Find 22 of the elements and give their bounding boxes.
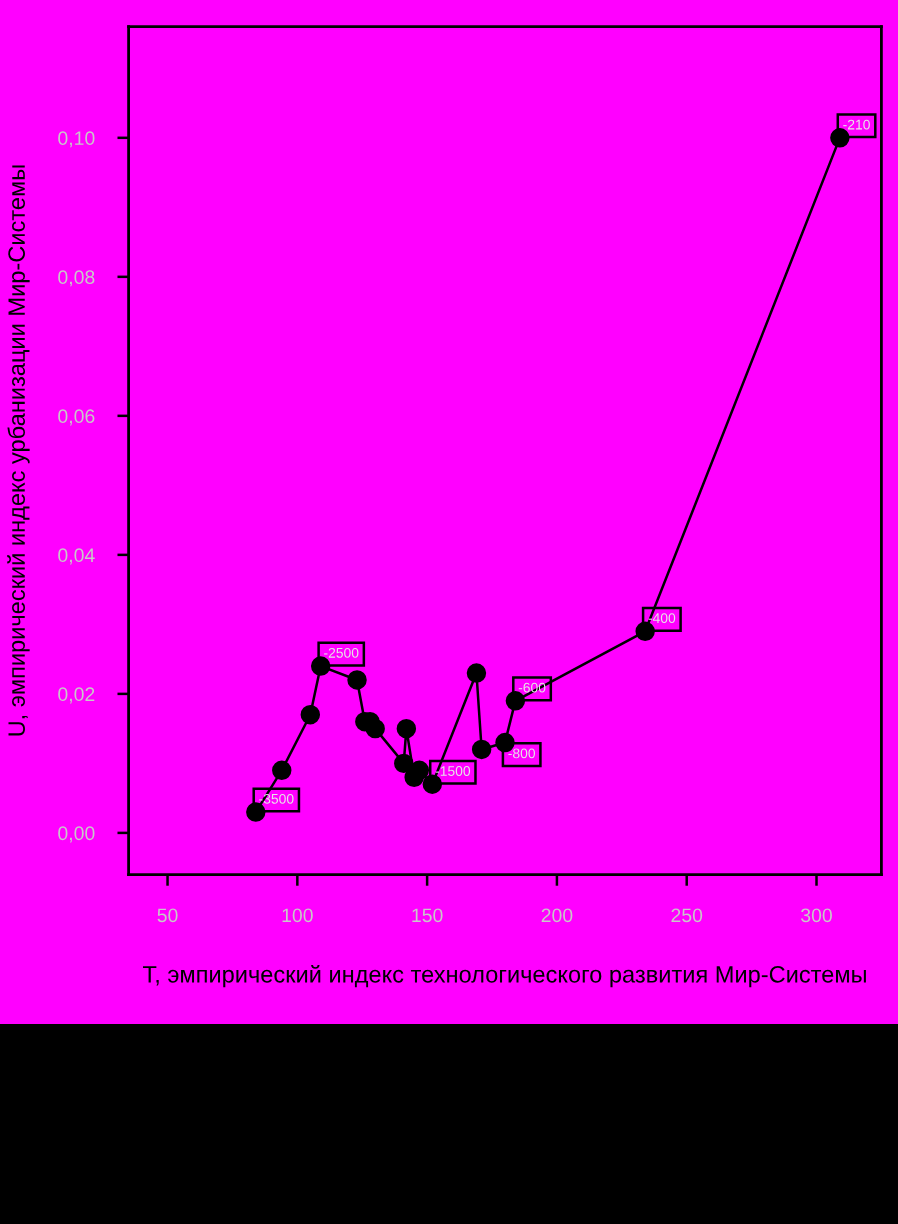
x-tick-label: 200 (541, 908, 573, 923)
x-axis-title: T, эмпирический индекс технологического развития Мир-Системы (143, 964, 866, 988)
x-tick-label: 150 (412, 908, 443, 923)
point (300, 705, 321, 725)
y-tick-label: 0,06 (58, 409, 95, 426)
point (272, 760, 292, 781)
x-tick-label: 300 (801, 908, 832, 923)
point (471, 739, 492, 760)
x-tick-label: 250 (671, 908, 703, 923)
y-tick-label: 0,10 (58, 131, 95, 148)
y-tick-label: 0,00 (58, 826, 95, 843)
point (394, 753, 414, 774)
x-tick-label: 100 (282, 908, 313, 923)
point (365, 718, 385, 739)
y-tick-label: 0,02 (58, 687, 95, 704)
y-tick-label: 0,04 (58, 548, 95, 565)
y-tick-label: 0,08 (58, 270, 95, 287)
point (347, 670, 367, 690)
x-tick-label: 50 (157, 908, 178, 923)
y-axis-title: U, эмпирический индекс урбанизации Мир-Системы (7, 165, 30, 736)
point (466, 663, 487, 683)
point (396, 718, 417, 739)
